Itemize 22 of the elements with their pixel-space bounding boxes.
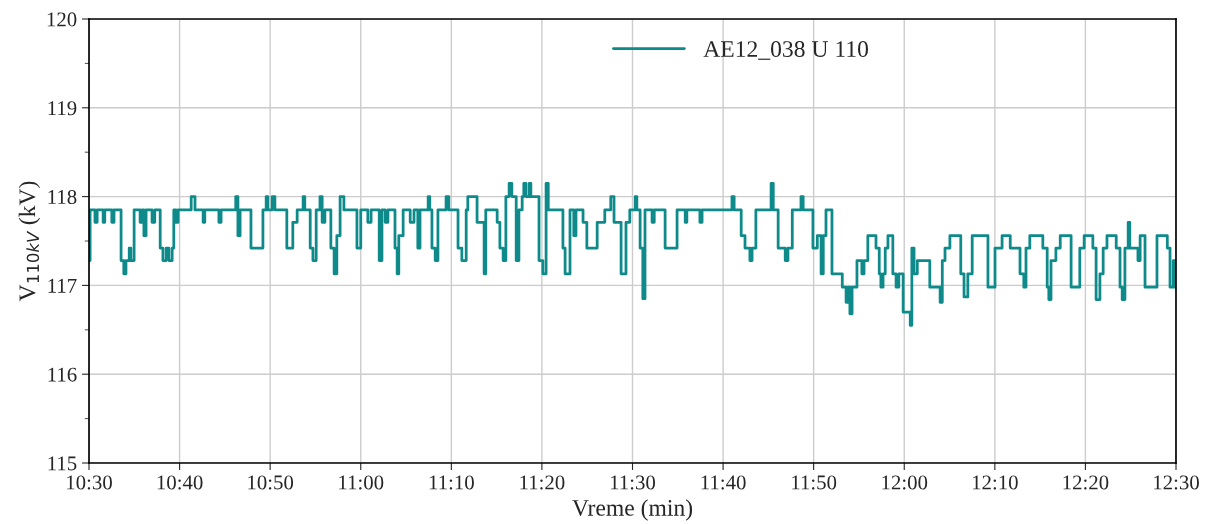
x-tick-label: 11:00 bbox=[339, 475, 384, 490]
x-tick-label: 10:30 bbox=[67, 475, 112, 490]
x-tick-label: 12:00 bbox=[882, 475, 928, 490]
x-tick-label: 11:40 bbox=[701, 475, 746, 490]
y-tick-label: 115 bbox=[48, 456, 77, 471]
y-tick-label: 116 bbox=[48, 367, 77, 382]
y-tick-label: 119 bbox=[48, 101, 77, 116]
y-tick-label: 118 bbox=[48, 189, 77, 205]
y-axis-title: V$_{110kV}$ (kV) bbox=[18, 181, 41, 302]
x-tick-label: 12:30 bbox=[1154, 475, 1199, 490]
x-axis-title: Vreme (min) bbox=[572, 499, 693, 521]
x-tick-label: 11:10 bbox=[429, 475, 474, 490]
y-tick-label: 117 bbox=[48, 278, 77, 293]
x-tick-label: 11:20 bbox=[520, 475, 565, 490]
x-tick-label: 12:10 bbox=[972, 475, 1018, 490]
x-tick-label: 12:20 bbox=[1063, 475, 1109, 490]
x-tick-label: 10:40 bbox=[157, 475, 203, 490]
x-tick-label: 10:50 bbox=[248, 475, 294, 490]
x-tick-label: 11:50 bbox=[792, 475, 837, 490]
legend-label: AE12_038 U 110 bbox=[703, 41, 869, 60]
y-tick-label: 120 bbox=[47, 12, 77, 27]
x-tick-label: 11:30 bbox=[611, 475, 656, 490]
